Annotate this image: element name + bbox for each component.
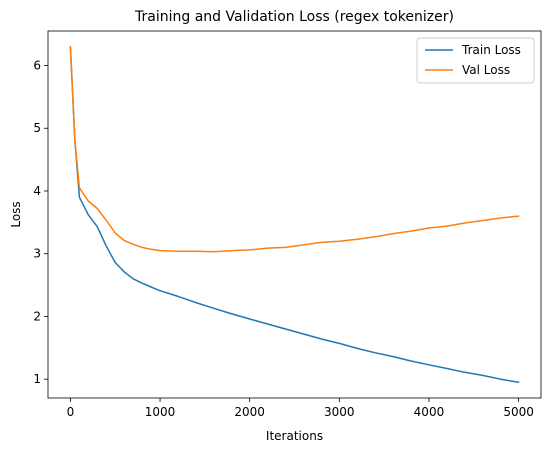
legend-label: Train Loss: [461, 43, 521, 57]
y-tick-label: 2: [33, 309, 41, 323]
legend-label: Val Loss: [462, 63, 510, 77]
x-tick-label: 5000: [503, 405, 534, 419]
x-axis-label: Iterations: [266, 429, 323, 443]
x-tick-label: 2000: [234, 405, 265, 419]
x-tick-label: 1000: [145, 405, 176, 419]
plot-area: [48, 31, 541, 398]
y-tick-label: 4: [33, 184, 41, 198]
chart-title: Training and Validation Loss (regex toke…: [134, 9, 454, 25]
y-tick-label: 1: [33, 372, 41, 386]
y-tick-label: 6: [33, 59, 41, 73]
x-tick-label: 3000: [324, 405, 355, 419]
y-tick-label: 3: [33, 247, 41, 261]
x-tick-label: 4000: [414, 405, 445, 419]
y-axis-label: Loss: [9, 201, 23, 227]
legend: Train Loss Val Loss: [417, 38, 534, 83]
plot-background: [48, 31, 541, 398]
x-tick-label: 0: [67, 405, 75, 419]
y-tick-label: 5: [33, 121, 41, 135]
